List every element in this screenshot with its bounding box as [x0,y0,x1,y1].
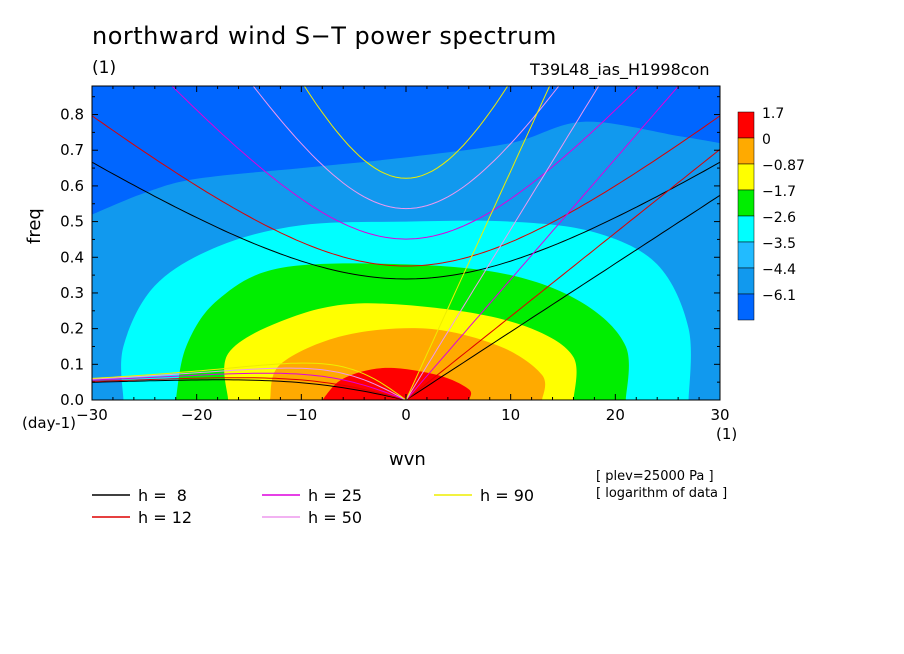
y-tick-label: 0.0 [60,391,84,409]
y-tick-label: 0.3 [60,284,84,302]
x-tick-label: 10 [501,406,520,424]
x-tick-label: −20 [181,406,213,424]
colorbar-label: −1.7 [762,184,796,200]
gravity-curve-h8 [92,161,720,280]
colorbar-label: 1.7 [762,106,784,122]
y-axis-unit: (day-1) [22,414,76,432]
note-plev: [ plev=25000 Pa ] [596,469,714,484]
x-tick-label: −10 [286,406,318,424]
colorbar-label: −0.87 [762,158,805,174]
legend-label: h = 25 [308,486,362,505]
rossby-curve-h8 [92,379,407,400]
legend-label: h = 12 [138,508,192,527]
y-tick-label: 0.1 [60,355,84,373]
colorbar-swatch [737,163,755,191]
gravity-curve-h12 [92,115,720,267]
rossby-curve-h25 [92,372,407,400]
y-tick-label: 0.6 [60,177,84,195]
x-tick-label: 20 [606,406,625,424]
colorbar-swatch [737,189,755,217]
x-tick-label: −30 [76,406,108,424]
colorbar-swatch [737,293,755,321]
kelvin-curve-h8 [405,194,720,400]
x-tick-label: 30 [710,406,729,424]
x-tick-label: 0 [401,406,411,424]
colorbar-label: 0 [762,132,771,148]
subtitle-right: T39L48_ias_H1998con [530,60,710,79]
chart-title: northward wind S−T power spectrum [92,22,557,50]
colorbar-label: −6.1 [762,288,796,304]
rossby-curve-h12 [92,377,407,400]
subtitle-left: (1) [92,58,117,78]
colorbar-swatch [737,267,755,295]
legend-label: h = 50 [308,508,362,527]
y-tick-label: 0.4 [60,248,84,266]
x-axis-label: wvn [389,449,426,470]
gravity-curve-h25 [171,86,641,240]
y-tick-label: 0.5 [60,213,84,231]
colorbar-swatch [737,111,755,139]
kelvin-curve-h25 [405,86,680,400]
gravity-curve-h90 [303,86,509,179]
contour-level-0 [322,367,472,400]
gravity-curve-h50 [252,86,560,210]
colorbar-label: −4.4 [762,262,796,278]
x-axis-unit: (1) [716,425,738,443]
colorbar-label: −3.5 [762,236,796,252]
y-tick-label: 0.2 [60,320,84,338]
rossby-curve-h50 [92,367,407,400]
legend-label: h = 90 [480,486,534,505]
kelvin-curve-h12 [405,148,720,400]
colorbar-swatch [737,241,755,269]
y-tick-label: 0.7 [60,141,84,159]
kelvin-curve-h50 [405,86,600,400]
colorbar-label: −2.6 [762,210,796,226]
colorbar-swatch [737,137,755,165]
legend-label: h = 8 [138,486,187,505]
note-log: [ logarithm of data ] [596,486,728,501]
colorbar-swatch [737,215,755,243]
kelvin-curve-h90 [405,86,551,400]
rossby-curve-h90 [92,362,407,400]
y-tick-label: 0.8 [60,106,84,124]
